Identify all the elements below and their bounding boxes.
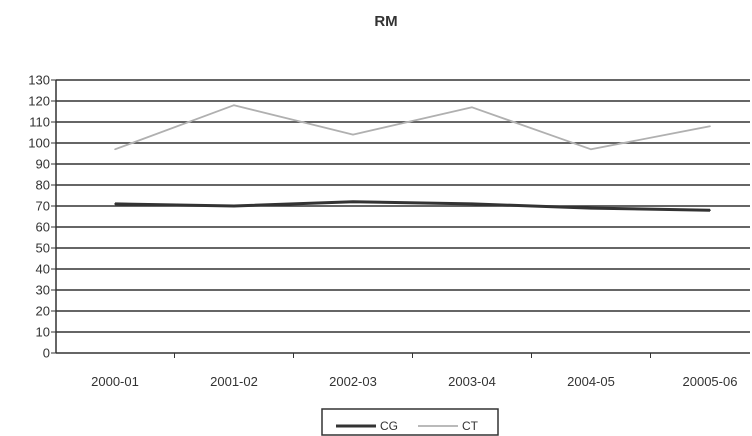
axes bbox=[51, 79, 750, 358]
y-tick-labels: 0 10 20 30 40 50 60 70 80 90 100 110 120 130 bbox=[28, 73, 50, 361]
data-point-cg bbox=[233, 205, 235, 207]
y-tick-label: 70 bbox=[36, 199, 50, 214]
y-tick-label: 80 bbox=[36, 178, 50, 193]
x-tick-label: 2004-05 bbox=[567, 374, 615, 389]
x-tick-label: 2003-04 bbox=[448, 374, 496, 389]
series-line-cg bbox=[114, 200, 711, 212]
data-point-cg bbox=[114, 203, 116, 205]
y-tick-label: 40 bbox=[36, 262, 50, 277]
data-point-cg bbox=[471, 203, 473, 205]
legend-label-ct: CT bbox=[462, 419, 479, 433]
y-tick-label: 90 bbox=[36, 157, 50, 172]
data-point-ct bbox=[233, 104, 235, 106]
x-tick-label: 2001-02 bbox=[210, 374, 258, 389]
y-tick-label: 110 bbox=[29, 115, 50, 130]
data-point-cg bbox=[590, 207, 592, 209]
gridlines bbox=[56, 79, 750, 333]
chart-title: RM bbox=[374, 13, 397, 30]
x-tick-label: 2002-03 bbox=[329, 374, 377, 389]
data-point-ct bbox=[114, 148, 116, 151]
data-point-ct bbox=[471, 106, 473, 109]
series-line-ct bbox=[114, 104, 711, 151]
data-point-ct bbox=[709, 125, 711, 127]
legend: CG CT bbox=[321, 408, 499, 436]
x-tick-label: 20005-06 bbox=[683, 374, 738, 389]
data-point-cg bbox=[709, 209, 711, 211]
data-point-ct bbox=[590, 148, 592, 151]
data-point-ct bbox=[352, 133, 354, 136]
y-tick-label: 130 bbox=[28, 73, 50, 88]
y-tick-label: 10 bbox=[36, 325, 50, 340]
series-lines bbox=[114, 104, 711, 212]
y-tick-label: 0 bbox=[43, 346, 50, 361]
y-tick-label: 20 bbox=[36, 304, 50, 319]
y-tick-label: 30 bbox=[36, 283, 50, 298]
legend-label-cg: CG bbox=[380, 419, 398, 433]
y-tick-label: 50 bbox=[36, 241, 50, 256]
y-tick-label: 60 bbox=[36, 220, 50, 235]
y-tick-label: 100 bbox=[28, 136, 50, 151]
x-tick-labels: 2000-01 2001-02 2002-03 2003-04 2004-05 20005… bbox=[91, 374, 737, 389]
data-point-cg bbox=[352, 201, 354, 203]
x-tick-label: 2000-01 bbox=[91, 374, 139, 389]
legend-box bbox=[321, 408, 499, 436]
y-tick-label: 120 bbox=[28, 94, 50, 109]
